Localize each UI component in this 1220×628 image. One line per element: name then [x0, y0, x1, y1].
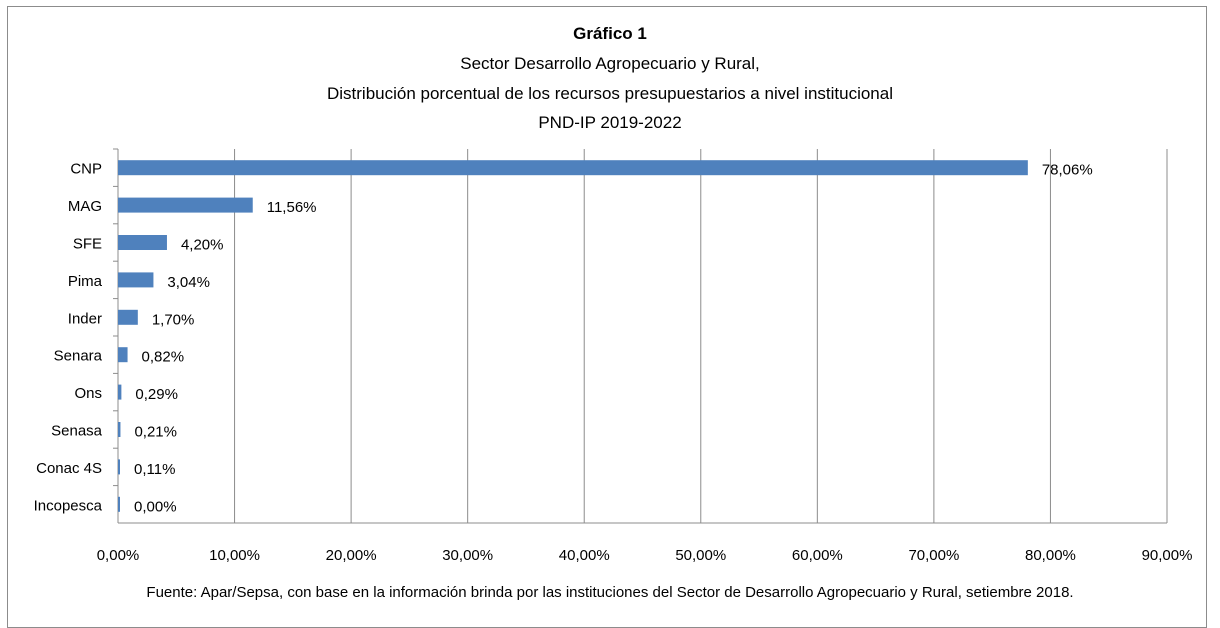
bar — [118, 272, 154, 288]
category-label: Inder — [68, 310, 102, 327]
chart-subtitle-line-1: Sector Desarrollo Agropecuario y Rural, — [460, 54, 760, 73]
category-label: Senasa — [51, 423, 103, 440]
x-tick-label: 70,00% — [908, 547, 959, 564]
x-tick-label: 60,00% — [792, 547, 843, 564]
data-label: 0,82% — [142, 349, 185, 366]
data-label: 0,29% — [135, 386, 178, 403]
x-tick-label: 10,00% — [209, 547, 260, 564]
bar — [118, 459, 120, 475]
category-label: SFE — [73, 236, 102, 253]
data-label: 0,21% — [134, 424, 177, 441]
bar — [118, 422, 121, 437]
data-label: 4,20% — [181, 237, 224, 254]
category-label: Pima — [68, 273, 103, 290]
x-tick-label: 40,00% — [559, 547, 610, 564]
bar — [118, 347, 128, 363]
category-label: CNP — [70, 161, 102, 178]
chart-subtitle-line-2: Distribución porcentual de los recursos … — [326, 84, 893, 103]
category-label: MAG — [68, 198, 102, 215]
x-tick-label: 90,00% — [1142, 547, 1193, 564]
chart-frame — [7, 6, 1207, 628]
category-label: Incopesca — [34, 497, 103, 514]
x-tick-label: 50,00% — [675, 547, 726, 564]
category-label: Ons — [74, 385, 102, 402]
bar — [118, 235, 167, 250]
x-tick-label: 20,00% — [326, 547, 377, 564]
bar — [118, 309, 138, 325]
x-tick-label: 0,00% — [97, 547, 140, 564]
bar — [118, 160, 1028, 176]
bar — [118, 496, 120, 512]
category-label: Senara — [54, 348, 103, 365]
data-label: 0,00% — [134, 498, 177, 515]
x-tick-label: 80,00% — [1025, 547, 1076, 564]
data-label: 0,11% — [134, 461, 175, 478]
chart-source-note: Fuente: Apar/Sepsa, con base en la infor… — [146, 584, 1074, 601]
chart-subtitle-line-3: PND-IP 2019-2022 — [538, 113, 682, 132]
data-label: 3,04% — [167, 274, 210, 291]
x-tick-label: 30,00% — [442, 547, 493, 564]
category-label: Conac 4S — [36, 460, 102, 477]
chart-title: Gráfico 1 — [573, 24, 647, 43]
bar — [118, 384, 122, 400]
data-label: 78,06% — [1042, 162, 1093, 179]
data-label: 11,56% — [267, 199, 317, 216]
data-label: 1,70% — [152, 311, 195, 328]
bar — [118, 197, 253, 213]
